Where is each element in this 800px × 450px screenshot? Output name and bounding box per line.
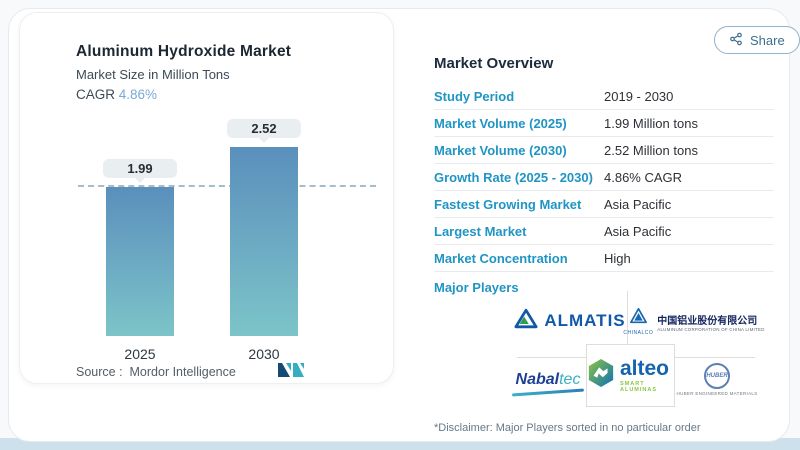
row-label: Market Volume (2025): [434, 115, 567, 131]
table-row: Market Volume (2025) 1.99 Million tons: [434, 110, 774, 137]
share-nodes-icon: [729, 32, 743, 49]
major-player-logo-alteo: alteo SMART ALUMINAS: [586, 344, 675, 407]
table-row: Study Period 2019 - 2030: [434, 83, 774, 110]
bar-value-label: 1.99: [127, 160, 153, 176]
row-value: High: [604, 250, 631, 266]
major-player-logo-huber: HUBER HUBER ENGINEERED MATERIALS: [677, 357, 757, 401]
chart-title: Aluminum Hydroxide Market: [76, 43, 292, 60]
chinalco-english-name: ALUMINUM CORPORATION OF CHINA LIMITED: [657, 327, 765, 332]
cagr-value: 4.86%: [118, 87, 158, 102]
bar-value-label: 2.52: [251, 121, 277, 136]
row-value: 2.52 Million tons: [604, 142, 698, 158]
row-label: Fastest Growing Market: [434, 196, 582, 212]
row-value: 2019 - 2030: [604, 88, 674, 104]
row-label: Largest Market: [434, 223, 527, 239]
share-button-label: Share: [750, 32, 785, 48]
chinalco-triangle-icon: [629, 308, 647, 329]
table-row: Fastest Growing Market Asia Pacific: [434, 191, 774, 218]
chart-subtitle: Market Size in Million Tons: [76, 67, 230, 82]
almatis-triangle-icon: [514, 308, 538, 334]
overview-table: Study Period 2019 - 2030 Market Volume (…: [434, 83, 774, 272]
major-player-logo-nabaltec: Nabaltec: [507, 364, 589, 400]
bar: [230, 147, 298, 336]
table-row: Growth Rate (2025 - 2030) 4.86% CAGR: [434, 164, 774, 191]
row-label: Market Volume (2030): [434, 142, 567, 158]
mordor-intelligence-logo-icon: [278, 362, 304, 383]
row-label: Study Period: [434, 88, 515, 104]
chinalco-chinese-name: 中国铝业股份有限公司: [657, 316, 758, 327]
infographic-card: Aluminum Hydroxide Market Market Size in…: [8, 8, 800, 442]
source-value: Mordor Intelligence: [129, 365, 236, 379]
major-player-logo-almatis: ALMATIS: [514, 302, 626, 340]
major-players-label: Major Players: [434, 280, 519, 295]
bar-value-pill: 2.52: [227, 119, 301, 138]
logo-grid-divider: [627, 291, 628, 357]
x-axis-label: 2025: [124, 346, 156, 362]
alteo-hexagon-icon: [587, 358, 615, 393]
alteo-wordmark: alteo: [620, 357, 670, 380]
almatis-wordmark: ALMATIS: [544, 311, 626, 330]
row-value: Asia Pacific: [604, 223, 672, 239]
source-label: Source :: [76, 365, 123, 379]
huber-circle-icon: HUBER: [704, 362, 730, 389]
baseline-dashed-line: [78, 184, 376, 187]
row-value: 4.86% CAGR: [604, 169, 683, 185]
chinalco-caption: CHINALCO: [623, 330, 654, 336]
row-value: 1.99 Million tons: [604, 115, 698, 131]
row-value: Asia Pacific: [604, 196, 672, 212]
table-row: Market Volume (2030) 2.52 Million tons: [434, 137, 774, 164]
table-row: Market Concentration High: [434, 245, 774, 272]
major-player-logo-chinalco: CHINALCO 中国铝业股份有限公司 ALUMINUM CORPORATION…: [623, 302, 764, 342]
table-row: Largest Market Asia Pacific: [434, 218, 774, 245]
nabaltec-swoosh: [511, 387, 585, 397]
overview-heading: Market Overview: [434, 55, 554, 72]
cagr-label: CAGR: [76, 87, 116, 102]
row-label: Growth Rate (2025 - 2030): [434, 169, 593, 185]
alteo-tagline: SMART ALUMINAS: [620, 381, 658, 393]
x-axis-label: 2030: [248, 346, 280, 362]
share-button[interactable]: Share: [714, 26, 800, 54]
market-size-chart-card: Aluminum Hydroxide Market Market Size in…: [19, 12, 394, 384]
row-label: Market Concentration: [434, 250, 568, 266]
bar: [106, 186, 174, 336]
nabaltec-wordmark: Nabaltec: [515, 370, 581, 388]
chart-cagr: CAGR 4.86%: [76, 87, 157, 102]
disclaimer-text: *Disclaimer: Major Players sorted in no …: [434, 422, 701, 434]
source-text: Source : Mordor Intelligence: [76, 365, 236, 379]
huber-tagline: HUBER ENGINEERED MATERIALS: [676, 390, 758, 396]
bar-value-pill: 1.99: [103, 158, 177, 178]
